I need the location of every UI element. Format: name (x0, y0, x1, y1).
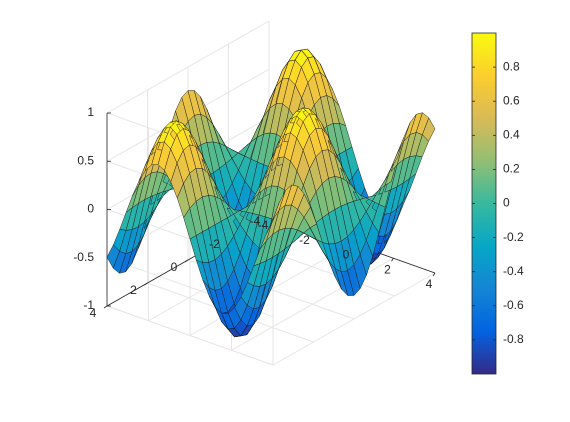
z-tick-label: 0 (87, 202, 94, 216)
y-tick-mark (144, 282, 148, 286)
y-tick-label: -2 (209, 237, 220, 251)
x-tick-label: 0 (343, 248, 350, 262)
colorbar-tick-label: 0.4 (503, 127, 520, 141)
surface-patch (422, 117, 436, 142)
grid-line (106, 20, 270, 114)
colorbar: 0.8 0.6 0.4 0.2 0 -0.2 -0.4 -0.6 -0.8 (471, 32, 524, 375)
colorbar-ticks: 0.8 0.6 0.4 0.2 0 -0.2 -0.4 -0.6 -0.8 (472, 59, 524, 346)
colorbar-tick-label: -0.4 (503, 264, 524, 278)
colorbar-tick-label: 0.2 (503, 162, 520, 176)
colorbar-tick-label: 0.8 (503, 59, 520, 73)
x-tick-label: 2 (384, 262, 391, 276)
colorbar-tick-label: 0 (503, 196, 510, 210)
colorbar-tick-label: 0.6 (503, 93, 520, 107)
x-tick-label: 4 (426, 277, 433, 291)
z-tick-label: 0.5 (77, 153, 94, 167)
colorbar-tick-label: -0.8 (503, 332, 524, 346)
grid-line (106, 305, 274, 366)
x-tick-label: -2 (299, 233, 310, 247)
z-tick-label: -0.5 (73, 250, 94, 264)
y-tick-label: 2 (130, 283, 137, 297)
x-tick-mark (391, 258, 394, 262)
y-tick-label: -4 (250, 214, 261, 228)
x-tick-mark (432, 272, 436, 277)
z-tick-label: 1 (87, 105, 94, 119)
y-tick-mark (103, 305, 108, 309)
colorbar-tick-label: -0.2 (503, 230, 524, 244)
x-tick-label: -4 (258, 218, 269, 232)
y-tick-label: 4 (90, 306, 97, 320)
y-tick-mark (184, 259, 189, 263)
surface-plot (106, 48, 436, 338)
colorbar-tick-label: -0.6 (503, 298, 524, 312)
y-tick-label: 0 (171, 260, 178, 274)
z-tick-label: -1 (83, 298, 94, 312)
colorbar-scale (471, 32, 497, 375)
